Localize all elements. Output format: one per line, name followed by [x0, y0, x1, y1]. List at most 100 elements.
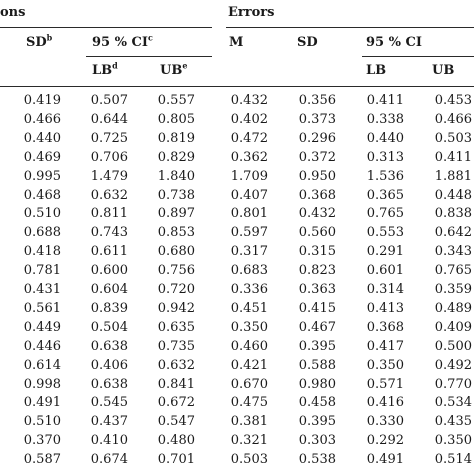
cell-errors-lb: 0.350 — [366, 357, 404, 373]
cell-errors-ub: 0.534 — [434, 395, 472, 411]
cell-lb: 1.479 — [90, 168, 128, 184]
cell-ub: 0.557 — [157, 93, 195, 108]
cell-ub: 0.635 — [157, 319, 195, 335]
cell-errors-ub: 0.514 — [434, 452, 472, 468]
cell-ub: 0.735 — [157, 338, 195, 354]
header-bottom-rule — [0, 86, 474, 87]
cell-errors-m: 0.475 — [230, 395, 268, 411]
cell-errors-ub: 0.435 — [434, 414, 472, 430]
cell-ub: 0.738 — [157, 187, 195, 203]
cell-lb: 0.644 — [90, 111, 128, 127]
cell-sd: 0.431 — [23, 282, 61, 297]
header-ci-left: 95 % CIc — [92, 32, 153, 50]
cell-errors-m: 0.670 — [230, 376, 268, 392]
cell-errors-sd: 0.315 — [298, 244, 336, 260]
cell-errors-lb: 1.536 — [366, 168, 404, 184]
cell-lb: 0.743 — [90, 225, 128, 241]
cell-errors-lb: 0.440 — [366, 130, 404, 146]
cell-sd: 0.688 — [23, 225, 61, 241]
cell-errors-sd: 0.373 — [298, 111, 336, 127]
ci-rule-left — [86, 56, 212, 57]
cell-errors-m: 0.381 — [230, 414, 268, 430]
ci-rule-right — [362, 56, 474, 57]
cell-errors-lb: 0.292 — [366, 433, 404, 449]
cell-errors-sd: 0.980 — [298, 376, 336, 392]
cell-lb: 0.725 — [90, 130, 128, 146]
cell-errors-lb: 0.491 — [366, 452, 404, 468]
cell-errors-ub: 0.765 — [434, 263, 472, 279]
cell-errors-sd: 0.467 — [298, 319, 336, 335]
cell-ub: 0.672 — [157, 395, 195, 411]
cell-ub: 0.680 — [157, 244, 195, 260]
cell-errors-lb: 0.571 — [366, 376, 404, 392]
cell-errors-ub: 0.500 — [434, 338, 472, 354]
cell-ub: 0.480 — [157, 433, 195, 449]
cell-ub: 0.756 — [157, 263, 195, 279]
cell-errors-lb: 0.365 — [366, 187, 404, 203]
cell-sd: 0.781 — [23, 263, 61, 279]
cell-errors-m: 0.407 — [230, 187, 268, 203]
cell-errors-sd: 0.560 — [298, 225, 336, 241]
cell-sd: 0.995 — [23, 168, 61, 184]
cell-errors-lb: 0.330 — [366, 414, 404, 430]
cell-errors-sd: 0.458 — [298, 395, 336, 411]
cell-errors-m: 0.801 — [230, 206, 268, 222]
cell-errors-m: 1.709 — [230, 168, 268, 184]
cell-errors-ub: 0.642 — [434, 225, 472, 241]
header-sd-right: SD — [297, 35, 318, 50]
cell-lb: 0.811 — [90, 206, 128, 222]
header-ub-right: UB — [432, 63, 455, 78]
cell-errors-m: 0.362 — [230, 149, 268, 165]
cell-errors-m: 0.683 — [230, 263, 268, 279]
cell-errors-ub: 0.343 — [434, 244, 472, 260]
cell-errors-ub: 0.838 — [434, 206, 472, 222]
header-sd-left: SDb — [26, 32, 53, 50]
cell-sd: 0.491 — [23, 395, 61, 411]
cell-lb: 0.604 — [90, 282, 128, 297]
cell-errors-lb: 0.416 — [366, 395, 404, 411]
header-lb-left: LBd — [92, 60, 118, 78]
cell-errors-m: 0.503 — [230, 452, 268, 468]
cell-errors-ub: 0.492 — [434, 357, 472, 373]
cell-lb: 0.706 — [90, 149, 128, 165]
cell-errors-ub: 0.489 — [434, 300, 472, 316]
cell-sd: 0.446 — [23, 338, 61, 354]
cell-errors-ub: 0.503 — [434, 130, 472, 146]
cell-ub: 0.853 — [157, 225, 195, 241]
cell-errors-lb: 0.601 — [366, 263, 404, 279]
cell-errors-m: 0.451 — [230, 300, 268, 316]
cell-sd: 0.418 — [23, 244, 61, 260]
cell-errors-m: 0.350 — [230, 319, 268, 335]
cell-errors-m: 0.597 — [230, 225, 268, 241]
cell-errors-sd: 0.372 — [298, 149, 336, 165]
group-header-left: ons — [0, 5, 26, 20]
header-m-right: M — [229, 35, 244, 50]
cell-errors-ub: 0.350 — [434, 433, 472, 449]
cell-errors-sd: 0.395 — [298, 414, 336, 430]
cell-ub: 0.819 — [157, 130, 195, 146]
cell-ub: 0.547 — [157, 414, 195, 430]
header-ci-right: 95 % CI — [366, 35, 422, 50]
group-rule-right — [226, 27, 474, 28]
cell-errors-ub: 0.409 — [434, 319, 472, 335]
cell-errors-sd: 0.296 — [298, 130, 336, 146]
cell-sd: 0.587 — [23, 452, 61, 468]
cell-errors-m: 0.472 — [230, 130, 268, 146]
cell-errors-ub: 0.448 — [434, 187, 472, 203]
cell-lb: 0.674 — [90, 452, 128, 468]
cell-errors-m: 0.402 — [230, 111, 268, 127]
cell-ub: 0.841 — [157, 376, 195, 392]
cell-ub: 0.632 — [157, 357, 195, 373]
cell-sd: 0.510 — [23, 206, 61, 222]
cell-lb: 0.638 — [90, 376, 128, 392]
cell-errors-m: 0.321 — [230, 433, 268, 449]
cell-sd: 0.449 — [23, 319, 61, 335]
cell-errors-m: 0.460 — [230, 338, 268, 354]
cell-lb: 0.504 — [90, 319, 128, 335]
cell-sd: 0.370 — [23, 433, 61, 449]
cell-errors-sd: 0.950 — [298, 168, 336, 184]
cell-errors-m: 0.421 — [230, 357, 268, 373]
cell-sd: 0.468 — [23, 187, 61, 203]
cell-errors-sd: 0.303 — [298, 433, 336, 449]
cell-errors-lb: 0.314 — [366, 282, 404, 297]
